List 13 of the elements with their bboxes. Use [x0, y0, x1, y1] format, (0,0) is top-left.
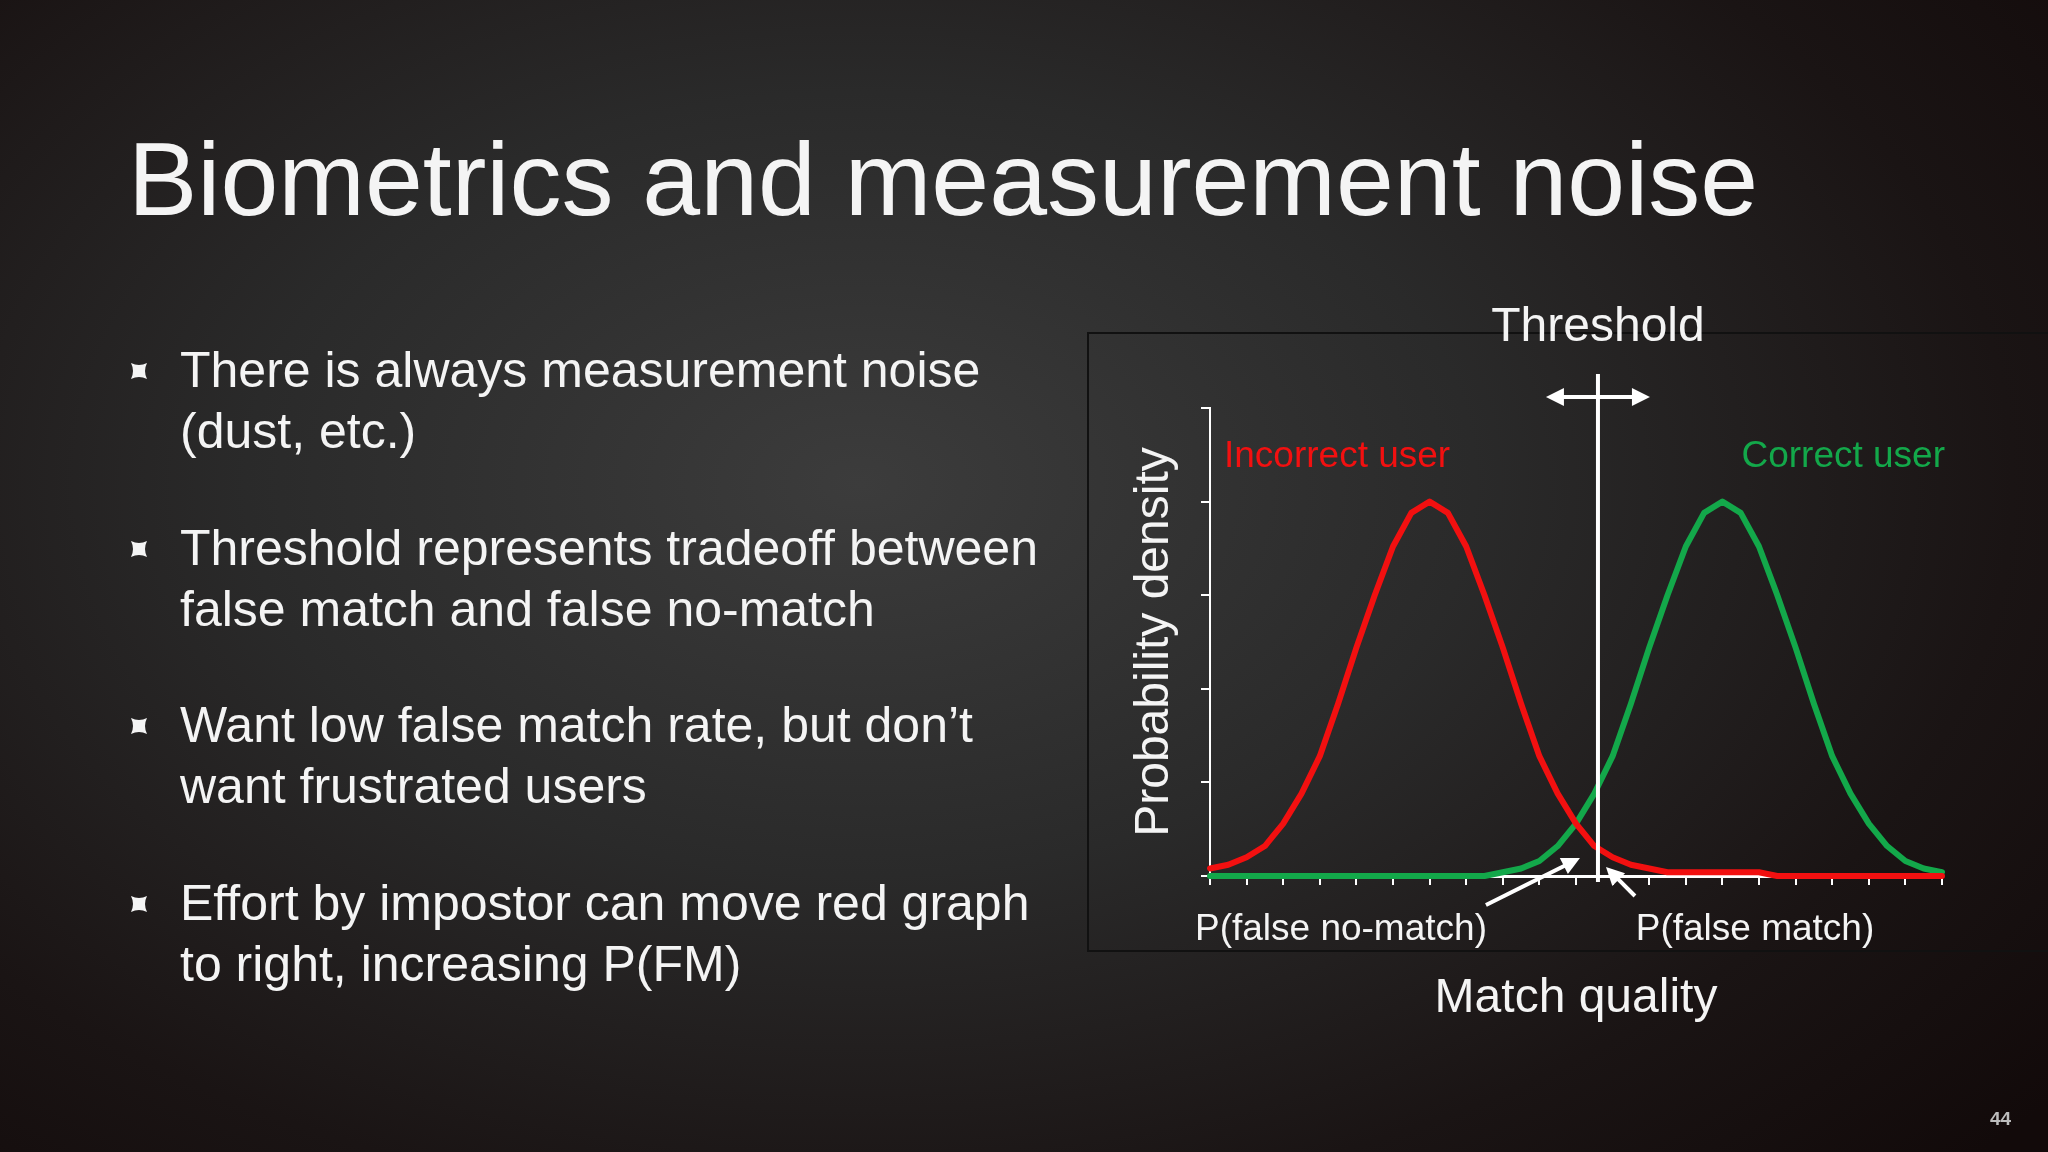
text: Threshold represents tradeoff between false match and false no-match — [180, 519, 1038, 637]
text: 44 — [1990, 1108, 2012, 1130]
series-label: Correct user — [1741, 434, 1945, 476]
text: Want low false match rate, but don’t want frustrated users — [180, 697, 973, 815]
chart-title: Biometrics and measurement noise — [128, 121, 1759, 237]
text: Threshold — [1491, 298, 1705, 352]
text: P(false match) — [1635, 907, 1875, 949]
x-axis-title: Match quality — [1434, 969, 1718, 1023]
series-label: Incorrect user — [1224, 434, 1451, 476]
text: P(false no-match) — [1194, 907, 1487, 949]
text: Effort by impostor can move red graph to right, increasing P(FM) — [180, 874, 1030, 992]
text: There is always measurement noise (dust, etc.) — [180, 342, 981, 459]
y-axis-title: Probability density — [1125, 447, 1179, 837]
